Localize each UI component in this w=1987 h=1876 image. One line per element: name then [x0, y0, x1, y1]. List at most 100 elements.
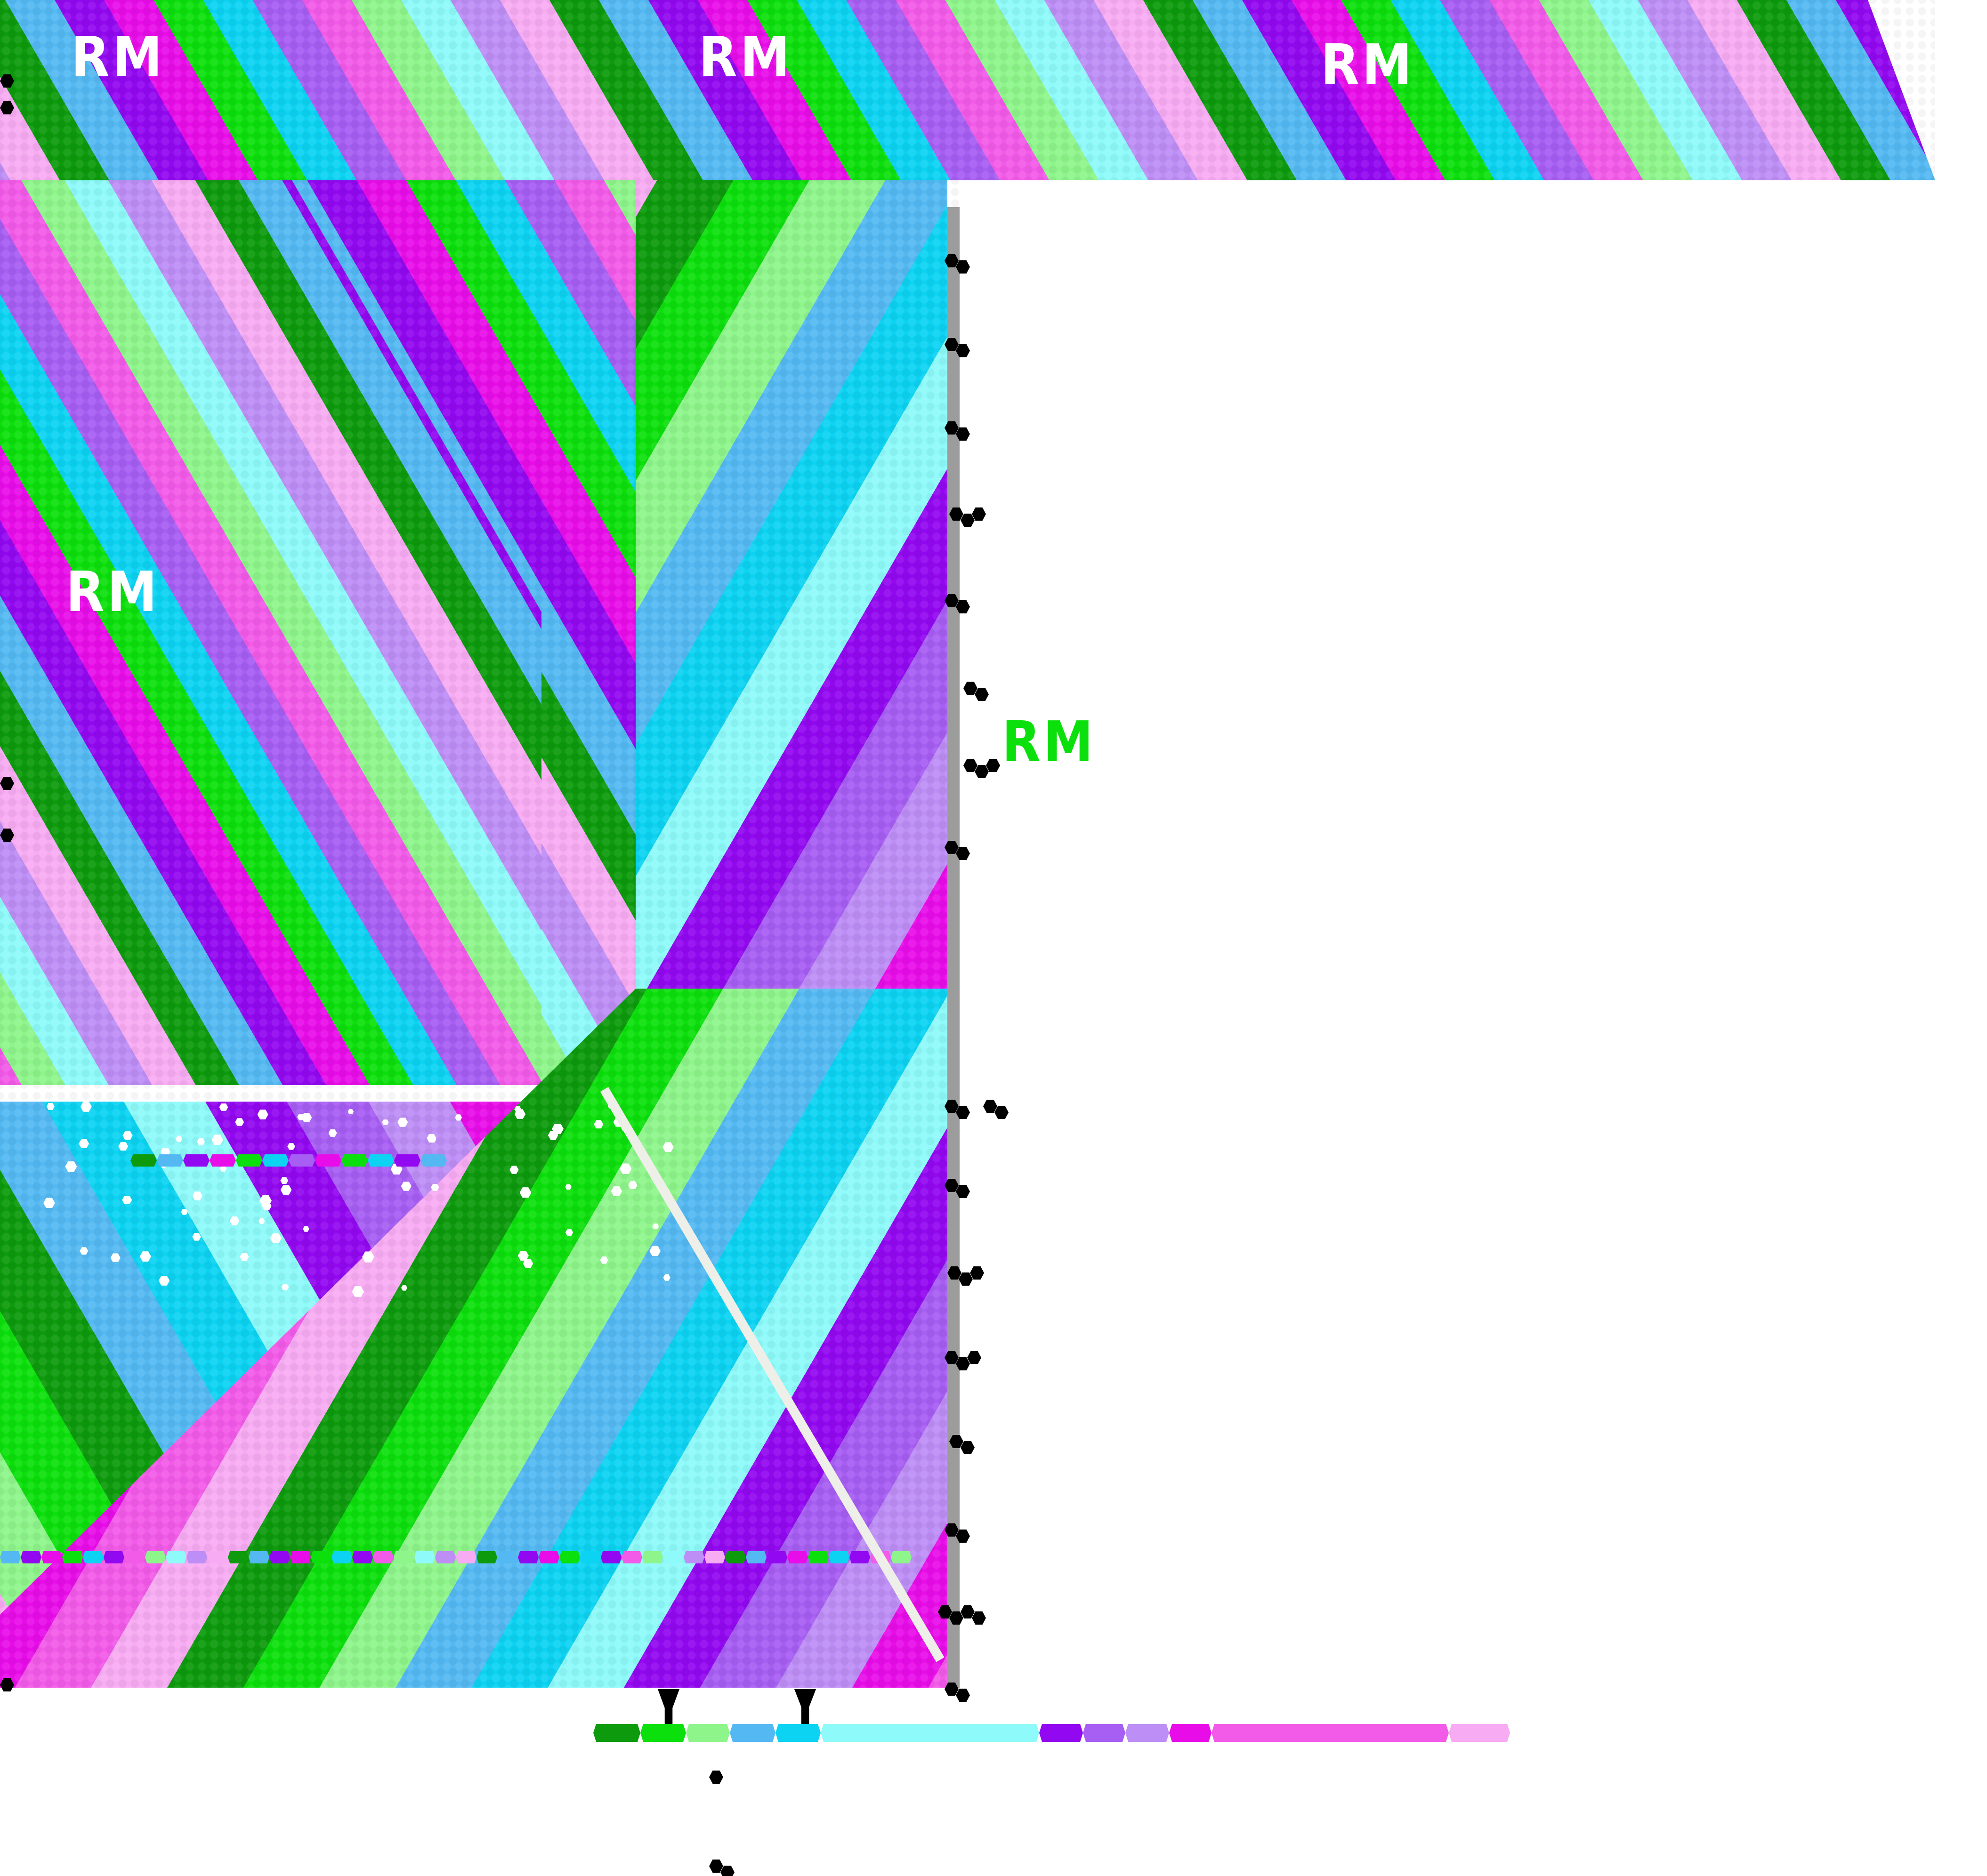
- glitch-dash: [315, 1154, 341, 1167]
- tick-dot: [983, 1100, 997, 1113]
- tick-dot: [956, 1689, 970, 1702]
- speckle-hex: [517, 1250, 529, 1261]
- glitch-dash: [368, 1154, 394, 1167]
- tick-dot: [709, 1860, 723, 1873]
- colorbar-segment-ltgreen: [686, 1724, 730, 1742]
- tick-dot: [994, 1106, 1009, 1119]
- speckle-hex: [80, 1247, 89, 1255]
- speckle-hex: [181, 1208, 188, 1215]
- speckle-hex: [258, 1218, 265, 1224]
- speckle-hex: [270, 1233, 282, 1244]
- glitch-dash: [518, 1551, 539, 1563]
- colorbar-segment-orchid: [1212, 1724, 1449, 1742]
- speckle-hex: [229, 1216, 240, 1225]
- speckle-hex: [219, 1103, 228, 1111]
- colorbar-segment-cyan: [775, 1724, 821, 1742]
- glitch-dash: [622, 1551, 642, 1563]
- tick-dot: [959, 1272, 973, 1286]
- tick-dot: [0, 1678, 14, 1691]
- speckle-hex: [80, 1102, 92, 1112]
- tick-dot: [945, 1683, 959, 1696]
- speckle-hex: [122, 1131, 133, 1140]
- speckle-hex: [235, 1118, 244, 1127]
- tick-dot: [956, 427, 970, 441]
- tick-dot: [970, 1266, 984, 1280]
- glitch-dash: [829, 1551, 849, 1563]
- glitch-dash: [41, 1551, 62, 1563]
- speckle-hex: [287, 1143, 295, 1150]
- speckle-hex: [65, 1161, 77, 1172]
- glitch-dash: [497, 1551, 518, 1563]
- glitch-dash: [207, 1551, 228, 1563]
- colorbar-segment-magenta: [1169, 1724, 1212, 1742]
- glitch-dash: [21, 1551, 41, 1563]
- speckle-hex: [110, 1253, 121, 1263]
- tick-dot: [949, 1611, 963, 1625]
- speckle-hex: [455, 1114, 462, 1121]
- tick-dot: [975, 688, 989, 701]
- glitch-dash: [186, 1551, 207, 1563]
- tick-dot: [963, 759, 977, 772]
- glitch-dash: [808, 1551, 829, 1563]
- tick-dot: [967, 1351, 981, 1364]
- tick-dot: [956, 1530, 970, 1543]
- tick-dot: [961, 514, 975, 527]
- tick-dot: [961, 1605, 975, 1618]
- tick-dot: [963, 682, 977, 695]
- speckle-hex: [46, 1103, 55, 1111]
- glitch-dash: [83, 1551, 104, 1563]
- glitch-dash: [456, 1551, 477, 1563]
- tick-dot: [972, 1611, 986, 1625]
- speckle-hex: [280, 1184, 292, 1195]
- speckle-hex: [594, 1120, 604, 1129]
- speckle-hex: [519, 1187, 532, 1198]
- speckle-hex: [301, 1112, 312, 1122]
- speckle-hex: [161, 1147, 170, 1157]
- glitch-dash: [559, 1551, 580, 1563]
- glitch-dash: [249, 1551, 269, 1563]
- glitch-dash: [352, 1551, 373, 1563]
- watermark-rm-2: RM: [1321, 32, 1415, 97]
- glitch-dash: [228, 1551, 249, 1563]
- tick-dot: [956, 1185, 970, 1198]
- glitch-dash: [166, 1551, 186, 1563]
- watermark-rm-4: RM: [1002, 709, 1096, 774]
- speckle-hex: [280, 1177, 289, 1184]
- speckle-hex: [192, 1232, 201, 1241]
- glitch-dash: [746, 1551, 767, 1563]
- speckle-hex: [565, 1229, 573, 1236]
- glitch-dash: [580, 1551, 601, 1563]
- tick-dot: [956, 344, 970, 357]
- tick-dot: [956, 1106, 970, 1119]
- glitch-dash: [145, 1551, 166, 1563]
- colorbar-segment-green: [640, 1724, 686, 1742]
- tick-dot: [938, 1605, 952, 1618]
- watermark-rm-1: RM: [699, 24, 793, 89]
- glitch-dash: [373, 1551, 394, 1563]
- speckle-hex: [649, 1246, 661, 1256]
- speckle-hex: [431, 1184, 439, 1192]
- speckle-hex: [429, 1136, 436, 1143]
- tick-dot: [945, 254, 959, 267]
- tick-dot: [0, 74, 14, 88]
- watermark-rm-3: RM: [66, 559, 160, 624]
- speckle-hex: [240, 1252, 249, 1261]
- speckle-hex: [362, 1251, 374, 1263]
- glitch-dash: [725, 1551, 746, 1563]
- tick-dot: [945, 1351, 959, 1364]
- glitch-dash: [642, 1551, 663, 1563]
- speckle-hex: [652, 1224, 659, 1230]
- glitch-dash: [420, 1154, 447, 1167]
- speckle-hex: [219, 1165, 227, 1172]
- speckle-hex: [158, 1275, 170, 1286]
- tick-dot: [720, 1866, 735, 1876]
- glitch-dash: [262, 1154, 289, 1167]
- tick-dot: [975, 765, 989, 778]
- glitch-dash: [104, 1551, 124, 1563]
- glitch-dash: [891, 1551, 912, 1563]
- tick-dot: [945, 1100, 959, 1113]
- colorbar-segment-violet: [1039, 1724, 1083, 1742]
- tick-dot: [0, 101, 14, 114]
